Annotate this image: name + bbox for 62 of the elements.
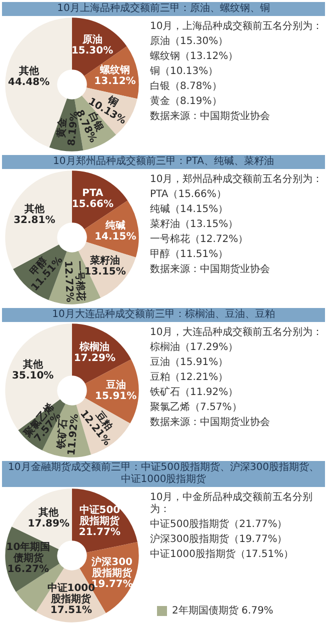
data-label: 15.66% bbox=[72, 198, 114, 210]
data-label: 17.51% bbox=[50, 604, 92, 616]
text: 沪深300股指期货（19.77%） bbox=[150, 534, 288, 546]
data-label: 17.89% bbox=[28, 518, 70, 530]
source-note: 数据来源：中国期货业协会 bbox=[150, 417, 271, 429]
text: 10月上海品种成交额前三甲：原油、螺纹钢、铜 bbox=[2, 2, 325, 16]
legend-label: 2年期国债期货 6.79% bbox=[172, 604, 274, 616]
slice-label: 纯碱 bbox=[104, 219, 126, 232]
text: 铜（10.13%） bbox=[150, 66, 220, 78]
data-label: 13.12% bbox=[94, 76, 136, 87]
text: 黄金（8.19%） bbox=[150, 96, 223, 108]
data-label: 11.92% bbox=[66, 413, 81, 456]
data-label: 15.91% bbox=[95, 391, 137, 402]
slice-label: 菜籽油 bbox=[89, 254, 120, 266]
slice-label: 其他 bbox=[23, 202, 46, 215]
data-label: 14.15% bbox=[94, 231, 136, 242]
data-label: 32.81% bbox=[14, 214, 56, 226]
text: 10月，郑州品种成交额前五名分别为： bbox=[150, 174, 323, 186]
slice-label: 豆油 bbox=[104, 379, 126, 392]
data-label: 17.29% bbox=[74, 352, 116, 364]
text: 聚氯乙烯（7.57%） bbox=[150, 402, 243, 414]
text: 中证500股指期货（21.77%） bbox=[150, 519, 288, 531]
slice-label: 其他 bbox=[38, 506, 60, 518]
source-note: 数据来源：中国期货业协会 bbox=[150, 111, 271, 123]
text: 中证1000股指期货（17.51%） bbox=[150, 549, 295, 561]
data-label: 15.30% bbox=[71, 46, 114, 57]
text: 豆油（15.91%） bbox=[150, 357, 230, 369]
slice-label: 其他 bbox=[22, 358, 44, 371]
text: 甲醇（11.51%） bbox=[150, 249, 230, 261]
text: 10月，中金所品种成交额前五名分别为： bbox=[150, 492, 314, 516]
text: 豆粕（12.21%） bbox=[150, 372, 230, 384]
text: 10月郑州品种成交额前三甲：PTA、纯碱、菜籽油 bbox=[2, 155, 325, 169]
data-label: 21.77% bbox=[78, 527, 121, 538]
slice-label: 中证500股指期货 bbox=[78, 504, 121, 528]
text: PTA（15.66%） bbox=[150, 189, 228, 201]
text: 一号棉花（12.72%） bbox=[150, 234, 250, 246]
text: 原油（15.30%） bbox=[150, 36, 230, 48]
text: 10月大连品种成交额前三甲：棕榈油、豆油、豆粕 bbox=[2, 308, 325, 322]
text: 10月，大连品种成交额前五名分别为： bbox=[150, 327, 323, 339]
data-label: 16.27% bbox=[7, 564, 50, 575]
chart-title: 10月金融期货成交额前三甲：中证500股指期货、沪深300股指期货、中证1000股指期货 bbox=[2, 461, 325, 487]
slice-label: 棕榈油 bbox=[78, 340, 110, 353]
text: 铁矿石（11.92%） bbox=[150, 387, 240, 399]
slice-label: 黄金 bbox=[55, 116, 70, 140]
slice-label: 10年期国债期货 bbox=[6, 540, 50, 564]
text: 白银（8.78%） bbox=[150, 81, 223, 93]
slice-label: 沪深300股指期货 bbox=[90, 556, 134, 579]
slice-label: 螺纹钢 bbox=[98, 64, 130, 76]
text: 纯碱（14.15%） bbox=[150, 204, 230, 216]
data-label: 44.48% bbox=[8, 76, 50, 88]
text: 螺纹钢（13.12%） bbox=[150, 51, 240, 63]
slice-label: PTA bbox=[82, 188, 104, 199]
data-label: 35.10% bbox=[12, 370, 54, 382]
slice-label: 原油 bbox=[81, 34, 102, 46]
data-label: 13.15% bbox=[84, 266, 126, 278]
text: 棕榈油（17.29%） bbox=[150, 342, 240, 354]
slice-label: 一号棉花 bbox=[73, 260, 87, 302]
slice-label: 其他 bbox=[18, 64, 40, 77]
text: 菜籽油（13.15%） bbox=[150, 219, 240, 231]
data-label: 12.72% bbox=[62, 260, 75, 303]
text: 10月，上海品种成交额前五名分别为： bbox=[150, 21, 323, 33]
source-note: 数据来源：中国期货业协会 bbox=[150, 264, 271, 276]
